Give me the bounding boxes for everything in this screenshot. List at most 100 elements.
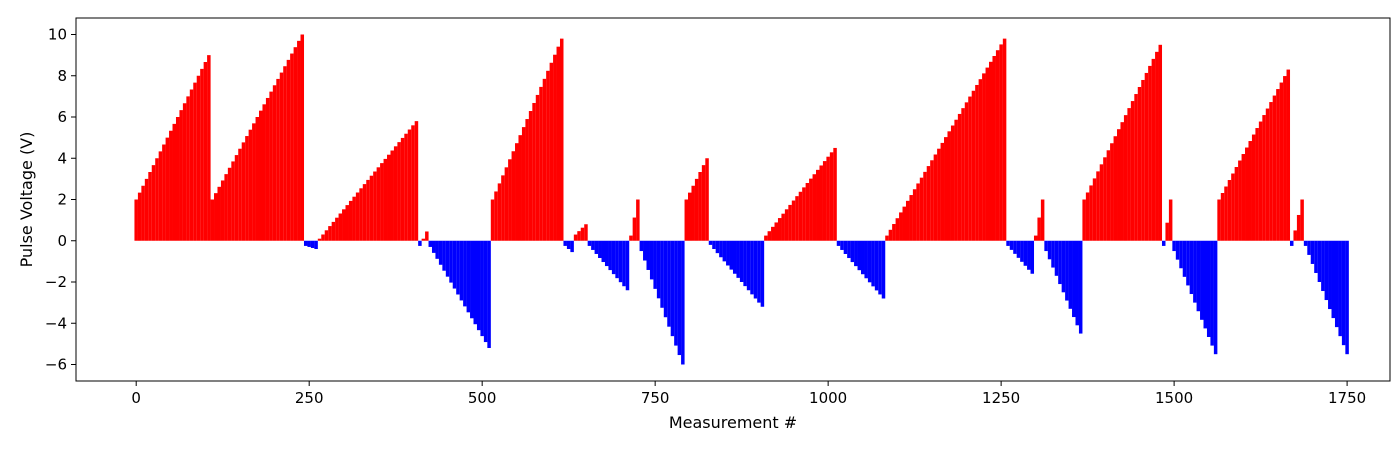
bar <box>262 104 266 241</box>
bar <box>535 94 540 241</box>
bar <box>179 110 183 241</box>
bar <box>840 240 844 250</box>
bar <box>445 240 450 277</box>
bar <box>708 240 713 245</box>
y-tick-label: 8 <box>57 67 67 85</box>
bar <box>400 137 405 241</box>
bar <box>1251 134 1256 241</box>
bar <box>1189 240 1194 295</box>
bar <box>698 172 702 241</box>
bar <box>1283 76 1287 241</box>
bar <box>826 156 830 241</box>
bar <box>404 133 408 241</box>
bar <box>816 169 820 241</box>
bar <box>207 55 211 241</box>
bar <box>649 240 654 280</box>
bar <box>705 158 709 241</box>
bar <box>570 240 574 253</box>
bar <box>660 240 664 308</box>
bar <box>978 79 983 241</box>
bar <box>542 78 547 241</box>
bar <box>508 159 512 241</box>
bar <box>604 240 609 267</box>
bar <box>795 196 799 241</box>
bar <box>345 205 349 241</box>
bar <box>1141 79 1145 241</box>
bar <box>539 86 543 241</box>
bar <box>227 167 232 241</box>
bar <box>771 226 775 241</box>
bar <box>670 240 675 337</box>
bar <box>290 53 294 241</box>
bar <box>923 171 927 241</box>
bar <box>618 240 623 283</box>
bar <box>611 240 616 275</box>
bar <box>1179 240 1183 269</box>
bar <box>373 171 377 241</box>
x-tick-label: 0 <box>131 389 141 407</box>
bar <box>473 240 477 325</box>
bar <box>1075 240 1079 326</box>
bar <box>791 200 796 241</box>
bar <box>667 240 671 327</box>
bar <box>1203 240 1207 329</box>
bar <box>189 89 194 241</box>
bar <box>1224 186 1228 241</box>
bar <box>553 54 557 241</box>
bar <box>739 240 744 282</box>
bar <box>220 180 225 241</box>
bar <box>1341 240 1346 346</box>
bar <box>1072 240 1076 318</box>
bar <box>764 235 768 241</box>
bar <box>1061 240 1066 293</box>
bar <box>238 148 242 241</box>
y-tick-label: 4 <box>57 149 67 167</box>
bar <box>1328 240 1332 310</box>
bar <box>1117 129 1121 241</box>
bar <box>777 218 782 241</box>
bar <box>874 240 879 291</box>
bar <box>836 240 841 246</box>
bar <box>1276 89 1280 241</box>
bar <box>954 119 958 241</box>
bar <box>1293 230 1297 241</box>
bar <box>1123 115 1128 241</box>
bar <box>933 154 938 241</box>
bar <box>1303 240 1308 246</box>
bar <box>380 163 384 241</box>
x-tick-label: 1500 <box>1155 389 1193 407</box>
bar <box>1334 240 1339 328</box>
bar <box>1300 199 1304 241</box>
bar <box>701 165 706 241</box>
bar <box>387 154 391 241</box>
bar <box>466 240 471 313</box>
bar <box>632 217 637 241</box>
bar <box>584 224 588 241</box>
bar <box>144 178 149 241</box>
bar <box>182 103 187 241</box>
bar <box>175 117 180 241</box>
bar <box>1196 240 1201 312</box>
bar <box>625 240 630 291</box>
bar <box>587 240 592 246</box>
bar <box>871 240 875 287</box>
bar <box>328 226 332 241</box>
bar <box>532 102 536 241</box>
x-tick-label: 250 <box>295 389 324 407</box>
bar <box>476 240 481 331</box>
bar <box>549 62 554 241</box>
bar <box>137 192 142 241</box>
bar <box>746 240 751 291</box>
bar <box>511 151 516 241</box>
bar <box>594 240 599 254</box>
bar <box>798 191 803 241</box>
bar <box>293 47 298 241</box>
bar <box>1047 240 1052 260</box>
x-axis-label: Measurement # <box>669 413 797 432</box>
bar <box>964 102 969 241</box>
bar <box>1231 173 1235 241</box>
bar <box>688 192 692 241</box>
bar <box>774 222 778 241</box>
bar <box>712 240 716 249</box>
bar <box>283 66 287 241</box>
